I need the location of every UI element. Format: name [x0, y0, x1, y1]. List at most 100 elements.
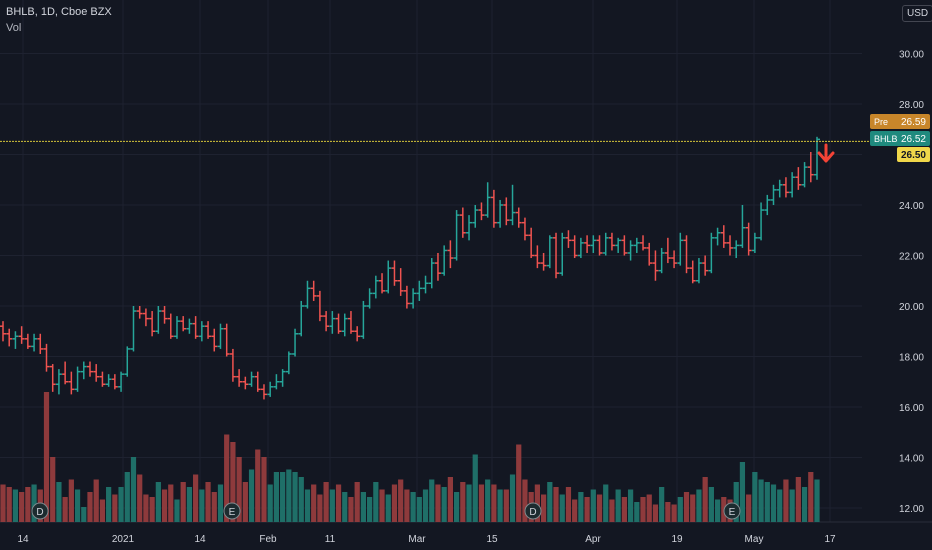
volume-bar [0, 484, 6, 522]
time-tick-label: Feb [259, 534, 277, 545]
time-tick-label: 14 [17, 534, 29, 545]
ohlc-bar [708, 232, 715, 274]
volume-bar [354, 482, 360, 522]
ohlc-bar [615, 237, 622, 253]
volume-bar [416, 497, 422, 522]
ohlc-bar [130, 306, 137, 352]
grid [0, 0, 932, 523]
volume-bar [652, 504, 659, 522]
time-tick-label: Mar [408, 534, 426, 545]
ohlc-bar [540, 252, 547, 271]
volume-bar [50, 457, 56, 522]
volume-bar [161, 489, 168, 522]
time-tick-label: May [745, 534, 764, 545]
volume-bar [81, 507, 87, 522]
event-marker-d[interactable]: D [524, 502, 542, 520]
ohlc-bar [422, 275, 429, 294]
ohlc-bar [453, 210, 460, 261]
ohlc-bar [68, 371, 75, 395]
svg-text:26.50: 26.50 [901, 150, 926, 161]
ohlc-bar [733, 240, 740, 259]
volume-bar [367, 497, 373, 522]
volume-bar [659, 487, 665, 522]
ohlc-bar [329, 311, 336, 334]
volume-bar [68, 479, 74, 522]
ohlc-bar [403, 285, 410, 309]
ohlc-bar [727, 235, 734, 256]
ohlc-bar [310, 280, 317, 301]
volume-bar [124, 472, 130, 522]
ohlc-bar [24, 333, 31, 349]
volume-bar [43, 392, 50, 522]
volume-bar [280, 472, 286, 522]
time-axis[interactable]: 14 2021 14 Feb 11 Mar 15 Apr 19 May 17 [17, 534, 836, 545]
event-marker-e[interactable]: E [223, 502, 241, 520]
ohlc-bar [720, 225, 727, 248]
ohlc-bar [459, 207, 466, 238]
ohlc-bar [683, 235, 690, 274]
volume-bar [671, 504, 677, 522]
volume-bar [168, 484, 174, 522]
volume-bar [429, 479, 435, 522]
volume-bar [801, 487, 808, 522]
ohlc-bar [503, 197, 510, 226]
volume-bar [186, 487, 193, 522]
ohlc-bar [316, 290, 323, 322]
svg-text:E: E [229, 507, 236, 518]
volume-bar [764, 482, 770, 522]
ohlc-bar [18, 326, 25, 344]
ohlc-bar [553, 232, 560, 279]
volume-bar [224, 434, 230, 522]
volume-bar [422, 489, 429, 522]
event-marker-e[interactable]: E [723, 502, 741, 520]
price-tick-label: 18.00 [899, 353, 924, 364]
event-marker-d[interactable]: D [31, 502, 49, 520]
svg-text:BHLB: BHLB [874, 134, 898, 144]
volume-bar [572, 499, 578, 522]
ohlc-bar [590, 235, 597, 253]
volume-bar [248, 469, 255, 522]
volume-bar [758, 479, 764, 522]
volume-bar [292, 472, 298, 522]
ohlc-bar [37, 333, 44, 354]
ohlc-bar [714, 227, 721, 246]
ohlc-bar [521, 217, 528, 241]
price-tick-label: 28.00 [899, 100, 924, 111]
ohlc-bar [795, 167, 802, 190]
volume-bar [6, 487, 12, 522]
ohlc-bar [391, 260, 398, 286]
time-tick-label: 11 [325, 534, 336, 545]
ohlc-bar [546, 235, 553, 269]
volume-bar [739, 462, 746, 522]
volume-bar [267, 484, 273, 522]
ohlc-bar [198, 321, 205, 342]
ohlc-bar [689, 260, 696, 284]
down-arrow-icon [817, 143, 835, 163]
ohlc-bar [801, 162, 808, 188]
volume-bar [174, 499, 180, 522]
ohlc-bar [304, 280, 311, 309]
ohlc-bar [323, 311, 330, 332]
ohlc-bar [739, 205, 746, 248]
ohlc-bar [416, 280, 423, 301]
ohlc-bar [807, 151, 814, 183]
currency-button[interactable]: USD [902, 5, 932, 22]
volume-bar [391, 484, 398, 522]
svg-text:D: D [529, 507, 536, 518]
ohlc-bar [621, 235, 628, 256]
volume-bar [93, 479, 99, 522]
ohlc-bar [379, 273, 386, 294]
ohlc-bar [472, 205, 479, 228]
ohlc-bar [12, 331, 19, 349]
ohlc-bar [633, 237, 640, 253]
ohlc-bar [335, 313, 342, 334]
volume-bar [286, 469, 292, 522]
volume-bar [62, 497, 68, 522]
volume-bar [311, 484, 317, 522]
ohlc-bar [702, 255, 709, 276]
volume-bar [609, 499, 615, 522]
volume-bar [261, 457, 267, 522]
volume-bar [696, 489, 702, 522]
